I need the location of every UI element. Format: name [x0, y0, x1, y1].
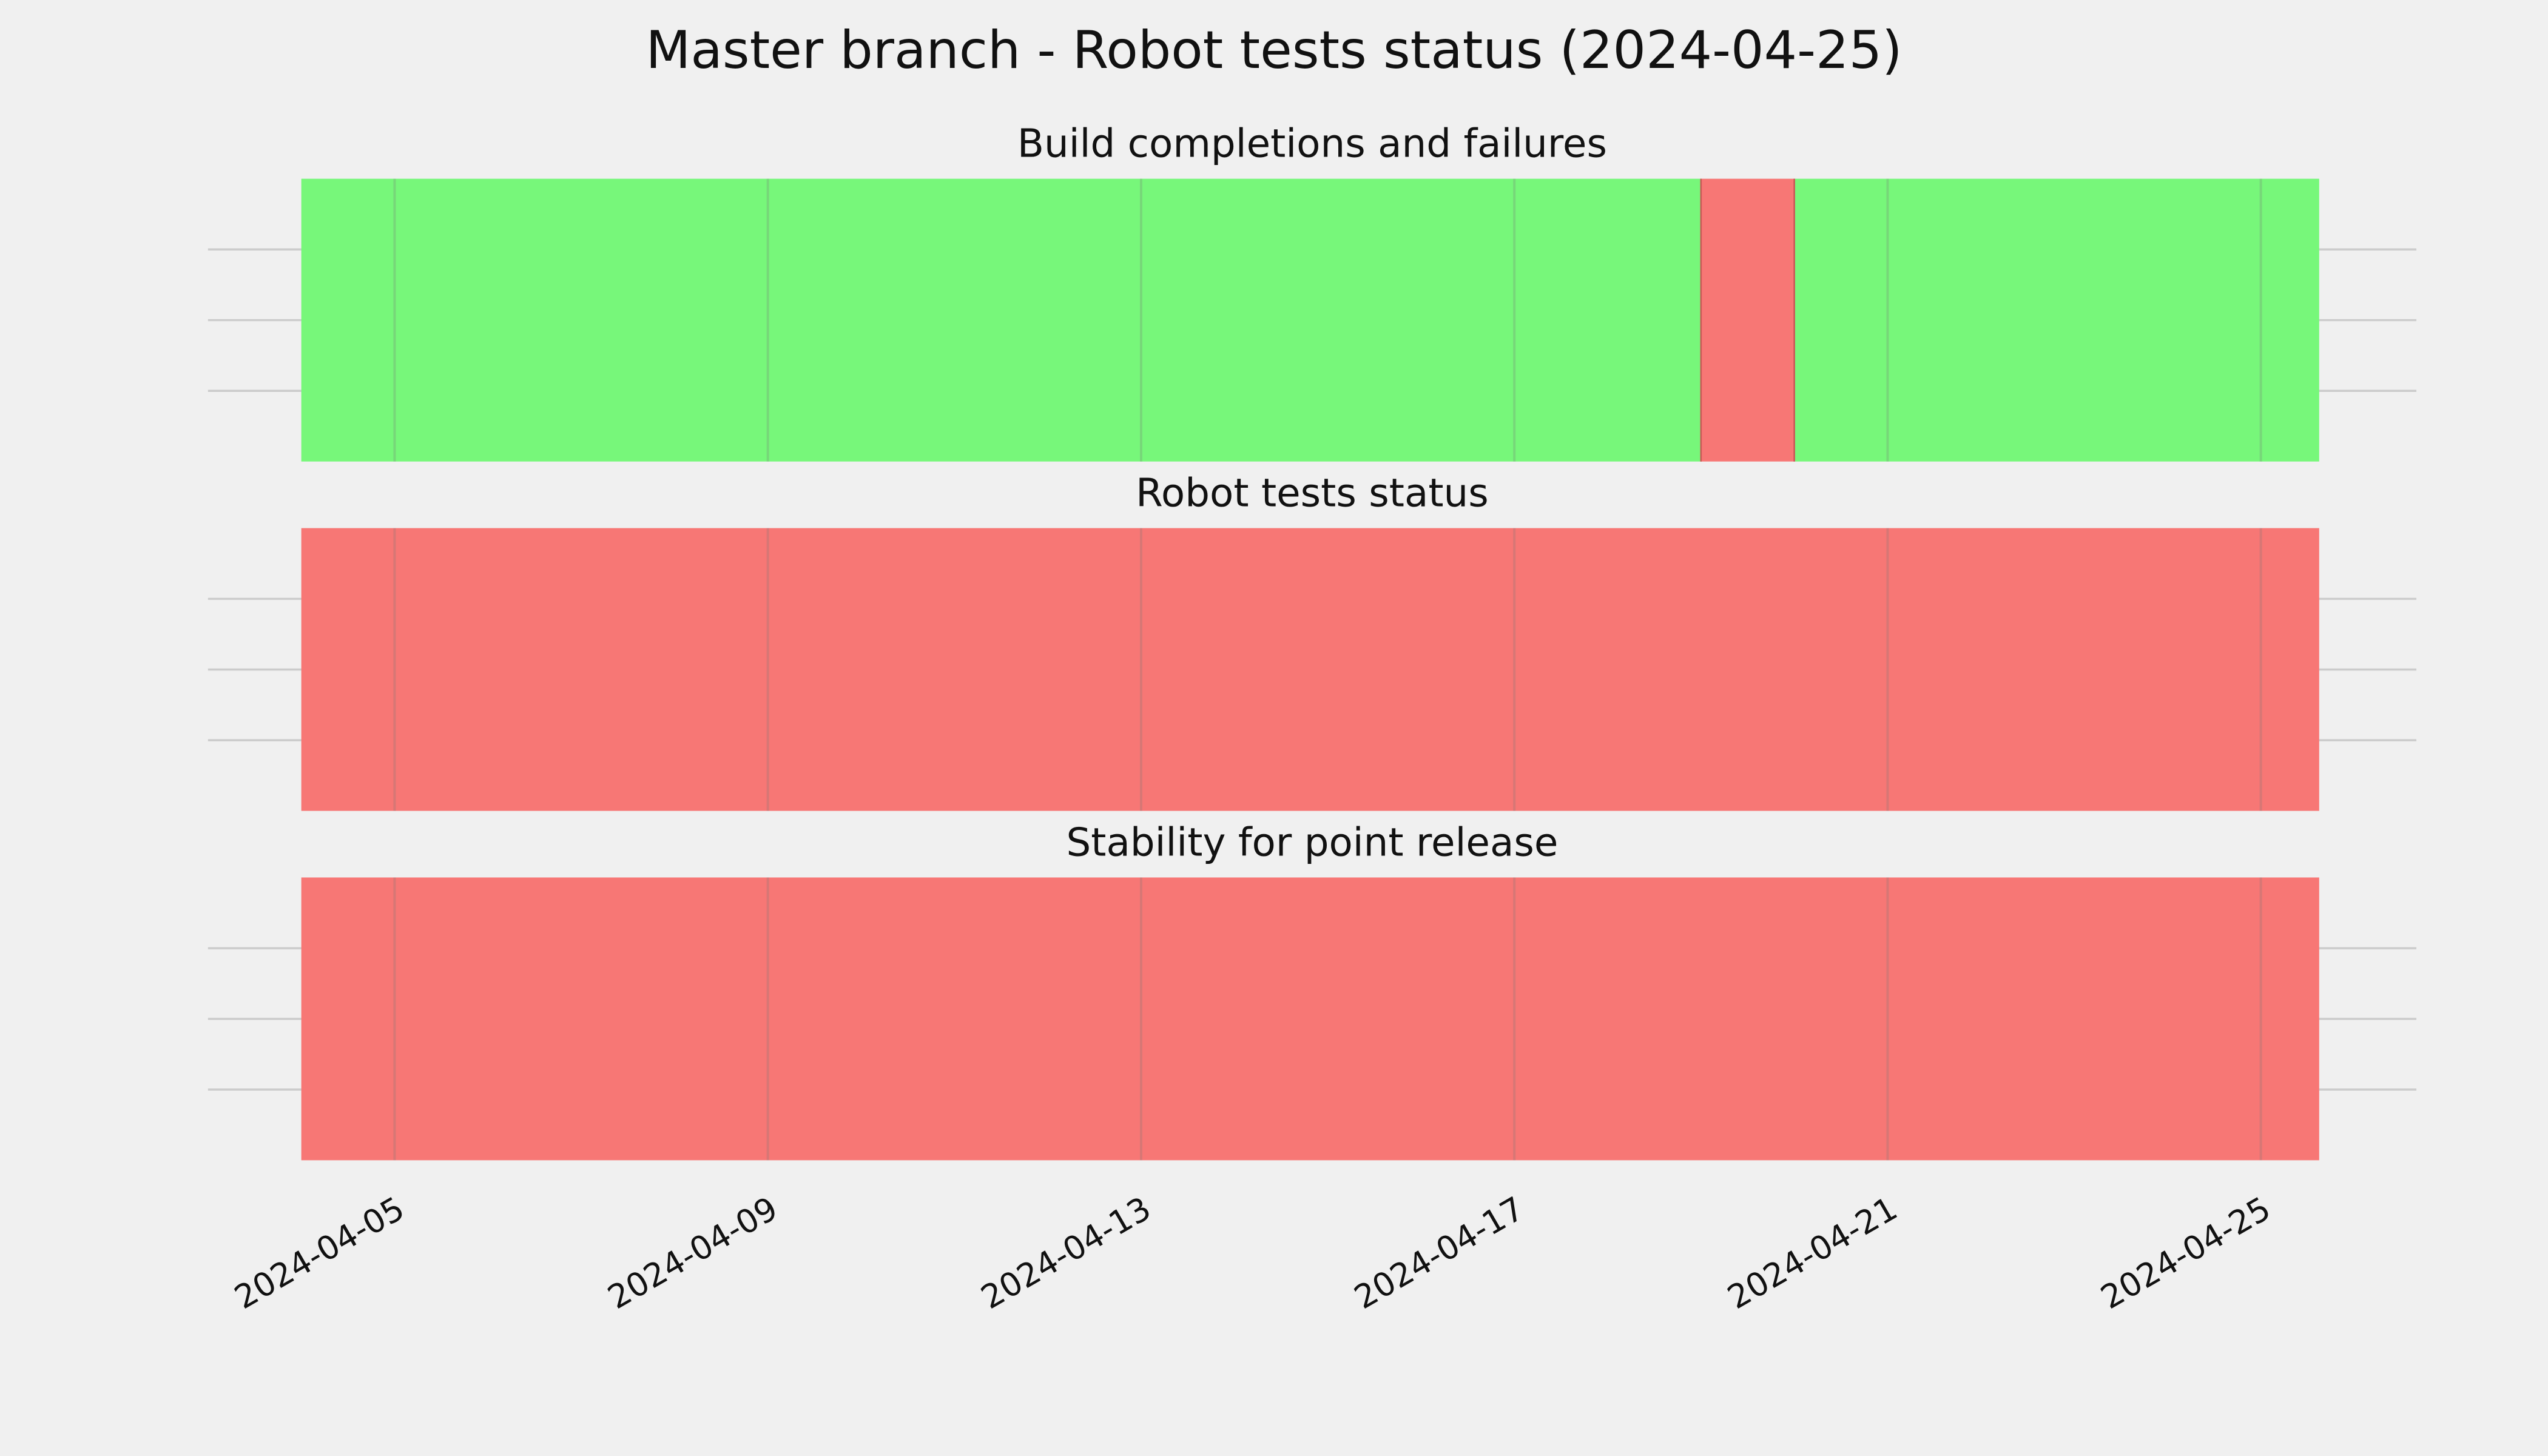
status-segment	[301, 178, 1701, 462]
status-segment	[1794, 178, 2319, 462]
status-segment	[301, 877, 2319, 1161]
status-segment	[1700, 178, 1795, 462]
panel-title: Stability for point release	[1067, 820, 1559, 865]
panel-title: Build completions and failures	[1017, 121, 1607, 167]
panel-title: Robot tests status	[1136, 471, 1489, 516]
status-segment	[301, 528, 2319, 811]
chart-title: Master branch - Robot tests status (2024…	[645, 20, 1902, 81]
